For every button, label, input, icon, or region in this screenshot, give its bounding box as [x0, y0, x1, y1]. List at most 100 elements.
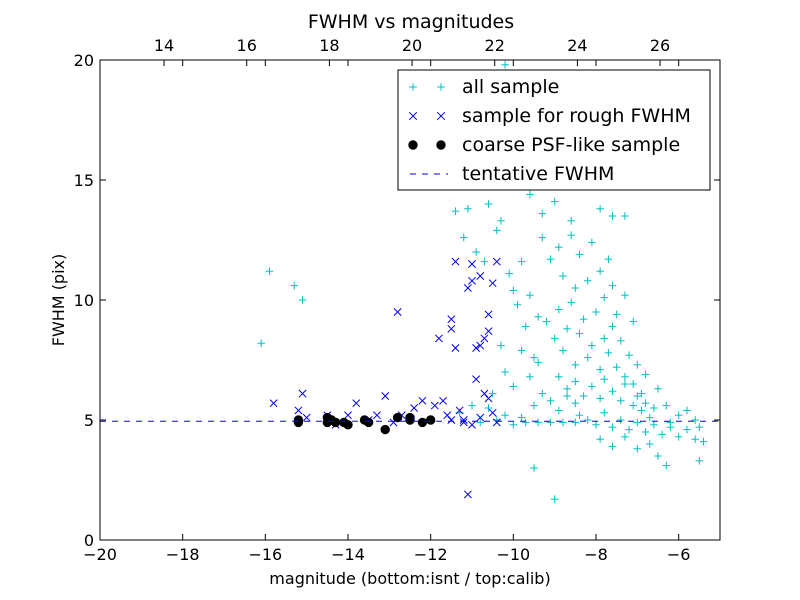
data-point-x-38 — [488, 279, 497, 288]
data-point-plus-124 — [683, 406, 691, 415]
data-point-plus-95 — [641, 399, 650, 407]
data-point-plus-96 — [645, 413, 654, 422]
data-point-plus-99 — [583, 416, 592, 424]
data-point-x-41 — [492, 418, 501, 427]
data-point-x-36-b — [484, 327, 493, 336]
data-point-plus-144 — [571, 418, 580, 427]
data-point-plus-146 — [550, 495, 559, 503]
data-point-plus-110 — [674, 433, 683, 441]
y-tick-label: 0 — [84, 531, 94, 550]
data-point-x-46-b — [463, 490, 472, 499]
data-point-plus-107 — [650, 421, 658, 429]
data-point-plus-48 — [575, 250, 584, 259]
data-point-plus-55 — [612, 310, 621, 319]
data-point-plus-131 — [563, 392, 571, 400]
data-point-plus-5 — [464, 205, 472, 213]
x-top-tick-label: 22 — [485, 36, 505, 55]
data-point-plus-86 — [588, 382, 596, 391]
data-point-x-23 — [451, 257, 460, 266]
data-point-x-45 — [447, 416, 456, 424]
data-point-x-31-b — [476, 341, 485, 350]
data-point-plus-113 — [699, 437, 708, 446]
data-point-plus-145 — [530, 464, 538, 472]
data-point-plus-42 — [538, 233, 547, 242]
data-point-x-28 — [468, 260, 476, 268]
data-point-plus-98 — [575, 411, 584, 419]
data-point-x-32-b — [476, 272, 485, 280]
data-point-plus-81 — [641, 370, 650, 379]
data-point-plus-71 — [600, 334, 609, 343]
data-point-plus-49 — [583, 277, 592, 285]
data-point-x-22 — [451, 344, 460, 352]
data-point-x-9-b — [372, 411, 381, 420]
data-point-plus-78 — [629, 380, 637, 388]
data-point-x-9 — [372, 411, 381, 420]
data-point-x-21-b — [447, 324, 456, 333]
data-point-plus-111 — [683, 425, 691, 434]
data-point-plus-119 — [654, 452, 662, 460]
legend-marker-circle — [408, 140, 418, 150]
data-point-plus-51 — [596, 267, 604, 275]
data-point-x-7 — [352, 399, 361, 408]
data-point-x-35 — [484, 310, 493, 319]
data-point-x-6-b — [344, 411, 352, 420]
data-point-plus-66 — [579, 315, 588, 323]
x-tick-label: −16 — [248, 545, 282, 564]
data-point-circle-1 — [293, 415, 304, 425]
data-point-plus-148 — [695, 457, 704, 465]
data-point-x-34 — [480, 334, 489, 343]
data-point-x-23-b — [451, 257, 460, 266]
data-point-x-43 — [468, 420, 476, 429]
data-point-circle-7 — [343, 420, 353, 430]
data-point-plus-1 — [265, 267, 274, 275]
data-point-plus-132 — [571, 399, 580, 407]
data-point-x-41-b — [492, 418, 501, 427]
data-point-x-10-b — [381, 392, 390, 400]
legend-marker-x — [408, 111, 418, 121]
data-point-x-0 — [269, 399, 278, 408]
data-point-x-24-b — [455, 406, 464, 415]
data-point-plus-108 — [658, 430, 666, 439]
data-point-x-30-b — [472, 344, 481, 352]
data-point-x-31 — [476, 341, 485, 350]
data-point-plus-142 — [546, 418, 555, 427]
data-point-plus-139 — [497, 341, 505, 350]
data-point-plus-32 — [550, 197, 559, 206]
data-point-plus-23 — [517, 257, 526, 266]
data-point-plus-41 — [621, 212, 629, 220]
data-point-plus-40 — [608, 212, 617, 220]
x-tick-label: −12 — [414, 545, 448, 564]
data-point-plus-135 — [534, 358, 542, 367]
x-top-tick-label: 26 — [650, 36, 670, 55]
data-point-plus-60 — [555, 305, 563, 314]
data-point-x-46 — [463, 490, 472, 499]
x-axis-label: magnitude (bottom:isnt / top:calib) — [269, 569, 550, 588]
data-point-plus-101 — [600, 409, 609, 417]
data-point-plus-136 — [501, 368, 509, 376]
data-point-plus-77 — [625, 351, 633, 359]
data-point-plus-90 — [617, 397, 625, 405]
data-point-x-17-b — [434, 334, 443, 343]
data-point-x-14-b — [410, 404, 419, 412]
data-point-x-0-b — [269, 399, 278, 408]
data-point-plus-134 — [526, 373, 534, 381]
x-top-tick-label: 20 — [402, 36, 422, 55]
data-point-plus-141 — [534, 418, 542, 427]
data-point-x-44 — [459, 418, 468, 427]
data-point-plus-14 — [476, 418, 485, 427]
data-point-x-33-b — [480, 389, 489, 398]
data-point-plus-130 — [555, 406, 563, 415]
data-point-x-36 — [484, 327, 493, 336]
y-tick-label: 15 — [74, 171, 94, 190]
data-point-plus-143 — [559, 418, 567, 427]
data-point-plus-84 — [571, 377, 580, 386]
data-point-plus-79 — [633, 361, 642, 369]
data-point-x-26 — [463, 284, 472, 292]
data-point-circle-10 — [380, 424, 390, 435]
data-point-plus-100 — [592, 421, 600, 429]
legend-label: coarse PSF-like sample — [462, 134, 680, 156]
data-point-x-1 — [294, 406, 303, 415]
data-point-plus-93 — [633, 392, 642, 400]
data-point-plus-26 — [530, 353, 538, 362]
